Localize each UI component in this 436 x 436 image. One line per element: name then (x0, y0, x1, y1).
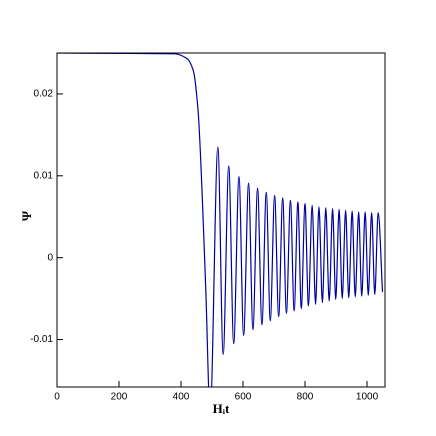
x-tick-label: 0 (54, 392, 60, 403)
x-tick-label: 1000 (356, 392, 379, 403)
y-tick-label: 0 (47, 252, 53, 263)
y-tick-label: 0.02 (34, 89, 54, 100)
x-axis-title: Hᵢt (213, 401, 230, 416)
y-tick-label: -0.01 (30, 334, 53, 345)
plot-area (57, 53, 384, 387)
plot-frame (56, 52, 386, 388)
x-tick-label: 200 (111, 392, 128, 403)
x-tick-label: 800 (297, 392, 314, 403)
x-tick-label: 600 (235, 392, 252, 403)
y-tick-label: 0.01 (34, 170, 54, 181)
x-tick-label: 400 (173, 392, 190, 403)
data-line (57, 53, 384, 387)
y-axis-title: Ψ (19, 210, 34, 221)
